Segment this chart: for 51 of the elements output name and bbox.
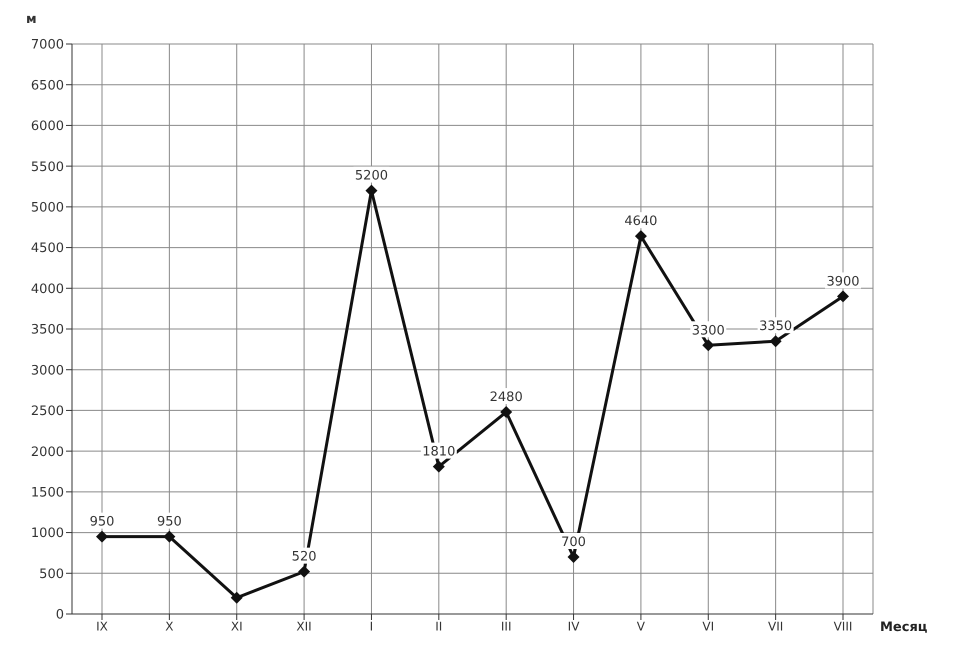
- x-tick-label: XII: [296, 620, 312, 634]
- point: [702, 339, 714, 352]
- y-tick-label: 0: [56, 608, 64, 623]
- y-tick-label: 1000: [30, 526, 64, 542]
- x-tick-label: VIII: [834, 620, 852, 634]
- x-tick-label: IV: [568, 620, 580, 634]
- point: [96, 530, 108, 543]
- data-label: 2480: [490, 390, 523, 406]
- x-tick-label: V: [636, 620, 646, 634]
- y-tick-label: 4500: [30, 241, 64, 256]
- data-label: 520: [292, 550, 317, 565]
- point: [837, 290, 849, 302]
- x-tick-label: VII: [768, 620, 784, 634]
- point: [432, 460, 445, 473]
- x-axis-title: Месяц: [880, 620, 928, 635]
- x-tick-label: IX: [96, 620, 108, 634]
- point: [770, 335, 782, 348]
- data-label: 950: [156, 514, 182, 530]
- point: [634, 230, 647, 242]
- data-label: 3300: [692, 323, 725, 338]
- data-label: 3900: [826, 274, 860, 290]
- point: [500, 406, 512, 418]
- x-tick-label: VI: [702, 620, 714, 634]
- y-axis-title: м: [26, 12, 37, 27]
- y-tick-label: 6000: [30, 119, 64, 134]
- y-tick-label: 2000: [30, 444, 64, 460]
- y-tick-label: 5000: [30, 200, 64, 216]
- x-tick-label: X: [165, 620, 174, 634]
- point: [163, 530, 176, 543]
- y-tick-label: 6500: [30, 78, 64, 94]
- data-label: 700: [561, 535, 586, 550]
- x-tick-label: III: [500, 620, 512, 634]
- point: [230, 592, 243, 604]
- y-tick-label: 3000: [30, 363, 64, 378]
- y-tick-label: 500: [39, 566, 64, 582]
- y-tick-label: 5500: [30, 160, 64, 175]
- x-tick-label: I: [370, 620, 374, 634]
- y-tick-label: 7000: [30, 38, 64, 53]
- y-tick-label: 3500: [30, 322, 64, 338]
- x-tick-label: II: [435, 620, 442, 634]
- x-tick-label: XI: [230, 620, 243, 634]
- point: [298, 566, 310, 578]
- y-tick-label: 2500: [30, 404, 64, 420]
- data-label: 1810: [422, 444, 456, 460]
- data-label: 5200: [354, 168, 388, 184]
- y-tick-label: 4000: [30, 282, 64, 297]
- data-label: 3350: [759, 319, 792, 334]
- point: [568, 551, 580, 563]
- data-label: 950: [90, 514, 114, 530]
- data-label: 4640: [624, 214, 658, 230]
- y-tick-label: 1500: [30, 485, 64, 500]
